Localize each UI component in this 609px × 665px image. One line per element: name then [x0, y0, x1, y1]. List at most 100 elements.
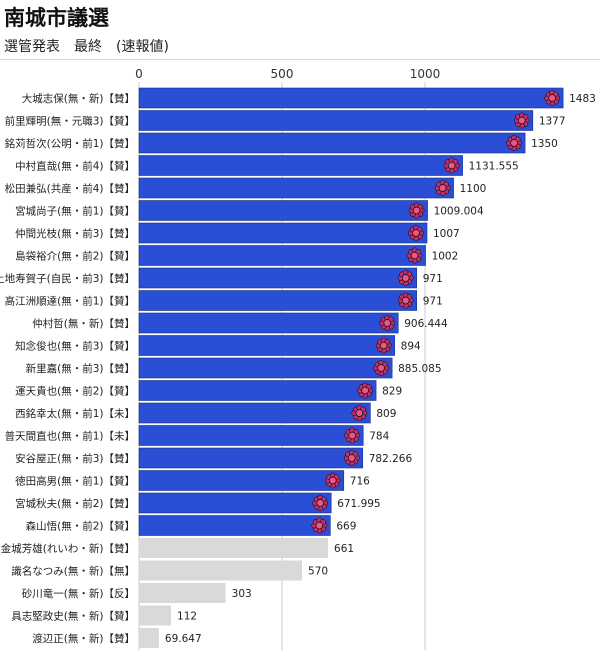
value-label: 809 — [376, 408, 396, 420]
category-label: 知念俊也(無・前3)【賛】 — [15, 340, 135, 353]
bar — [138, 290, 418, 311]
rose-icon — [351, 405, 368, 421]
value-label: 784 — [369, 431, 389, 443]
rose-center — [361, 386, 369, 395]
category-label: 渡辺正(無・新)【賛】 — [32, 632, 135, 645]
rose-center — [402, 274, 410, 282]
bar — [139, 583, 226, 603]
value-label: 894 — [401, 341, 421, 353]
bar — [138, 357, 393, 379]
value-label: 112 — [177, 611, 197, 623]
rose-icon — [312, 495, 329, 511]
rose-icon — [443, 157, 460, 174]
rose-icon — [344, 427, 361, 444]
value-label: 1377 — [539, 116, 566, 128]
rose-icon — [343, 450, 360, 466]
bar — [138, 380, 377, 401]
rose-icon — [373, 360, 389, 376]
vote-bar-chart: 0 500 1000 大城志保(無・新)【賛】前里輝明(無・元職3)【賛】銘苅哲次(… — [0, 67, 596, 651]
rose-center — [316, 499, 324, 507]
category-label: 砂川竜一(無・新)【反】 — [22, 587, 135, 600]
rose-center — [348, 454, 356, 462]
rose-center — [329, 476, 337, 485]
rose-center — [377, 364, 385, 372]
category-label: 普天間直也(無・前1)【未】 — [5, 430, 135, 443]
category-label: 識名なつみ(無・新)【無】 — [11, 565, 135, 578]
bar — [138, 492, 332, 514]
value-label: 303 — [232, 588, 252, 600]
bar — [139, 538, 329, 558]
rose-center — [518, 116, 526, 125]
value-label: 1350 — [531, 138, 558, 150]
category-label: 上地寿賀子(自民・前3)【賛】 — [0, 272, 135, 285]
bar — [138, 470, 345, 491]
bar — [139, 560, 303, 581]
category-label: 銘苅哲次(公明・前1)【賛】 — [5, 137, 135, 150]
rose-center — [379, 341, 388, 350]
value-label: 1002 — [432, 251, 459, 263]
rose-center — [412, 206, 421, 215]
category-label: 島袋裕介(無・前2)【賛】 — [15, 250, 135, 263]
bars — [138, 87, 564, 648]
rose-icon — [311, 517, 328, 534]
bar — [138, 177, 454, 199]
x-tick-label: 0 — [135, 67, 143, 81]
value-label: 661 — [334, 543, 354, 555]
category-label: 大城志保(無・新)【賛】 — [22, 92, 135, 105]
value-label: 1007 — [433, 228, 460, 240]
category-label: 仲村哲(無・新)【賛】 — [32, 317, 135, 330]
value-label: 906.444 — [404, 318, 448, 330]
bar — [138, 312, 399, 334]
bar — [138, 155, 463, 176]
rose-center — [348, 431, 356, 440]
value-label: 1131.555 — [469, 161, 519, 173]
bar — [138, 267, 418, 289]
category-label: 運天貴也(無・前2)【賛】 — [15, 385, 135, 398]
rose-center — [355, 409, 364, 417]
rose-center — [315, 521, 324, 530]
rose-center — [548, 94, 556, 102]
bar — [138, 110, 534, 131]
bar — [138, 335, 395, 356]
rose-icon — [408, 225, 424, 241]
category-label: 松田兼弘(共産・前4)【賛】 — [5, 182, 135, 195]
rose-icon — [434, 180, 451, 196]
value-label: 716 — [350, 476, 370, 488]
category-label: 高江洲順達(無・前1)【賛】 — [5, 295, 135, 308]
rose-icon — [544, 90, 560, 106]
page-title: 南城市議選 — [4, 6, 109, 30]
bar — [138, 132, 526, 154]
page-subtitle: 選管発表 最終 (速報値) — [4, 39, 169, 55]
bar — [138, 200, 428, 221]
value-label: 570 — [308, 566, 328, 578]
rose-center — [438, 184, 447, 192]
bar — [138, 245, 426, 266]
rose-icon — [513, 112, 530, 129]
value-label: 829 — [382, 386, 402, 398]
category-label: 徳田高男(無・前1)【賛】 — [15, 475, 135, 488]
value-label: 971 — [423, 273, 443, 285]
category-label: 西銘幸太(無・前1)【未】 — [15, 407, 135, 420]
category-label: 仲間光枝(無・前3)【賛】 — [15, 227, 135, 240]
value-label: 782.266 — [369, 453, 413, 465]
category-label: 金城芳雄(れいわ・新)【賛】 — [1, 542, 135, 555]
rose-icon — [408, 202, 425, 219]
bar — [139, 605, 172, 626]
rose-center — [412, 229, 420, 237]
value-label: 885.085 — [398, 363, 441, 375]
rose-icon — [397, 292, 414, 309]
rose-icon — [375, 337, 392, 354]
category-label: 宮城尚子(無・前1)【賛】 — [15, 205, 135, 218]
rose-icon — [506, 135, 522, 151]
value-label: 671.995 — [337, 498, 380, 510]
category-label: 安谷屋正(無・前3)【賛】 — [15, 452, 135, 465]
category-label: 森山悟(無・前2)【賛】 — [26, 520, 135, 533]
category-labels: 大城志保(無・新)【賛】前里輝明(無・元職3)【賛】銘苅哲次(公明・前1)【賛】… — [0, 92, 135, 645]
rose-icon — [406, 247, 423, 264]
rose-icon — [379, 315, 396, 331]
rose-center — [383, 319, 391, 327]
bar — [138, 87, 564, 109]
x-tick-label: 500 — [271, 67, 294, 81]
category-label: 前里輝明(無・元職3)【賛】 — [5, 115, 135, 128]
